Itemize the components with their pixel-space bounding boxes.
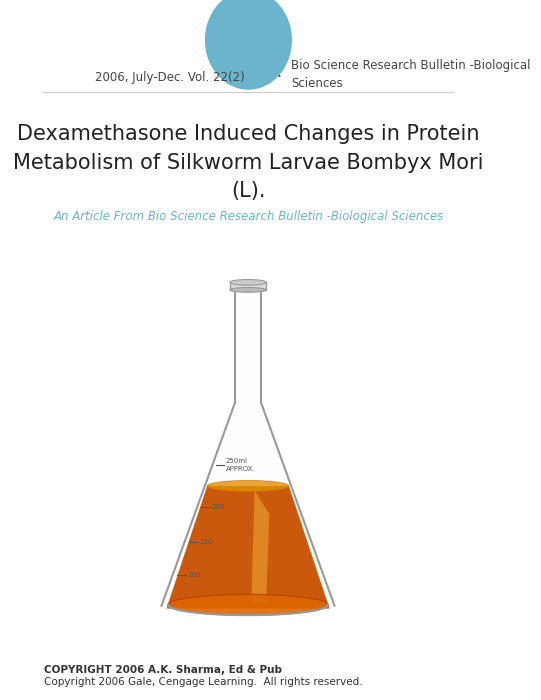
Polygon shape	[252, 491, 269, 603]
Polygon shape	[207, 290, 289, 486]
Ellipse shape	[230, 288, 266, 292]
Text: 150: 150	[199, 539, 212, 545]
Text: An Article From Bio Science Research Bulletin -Biological Sciences: An Article From Bio Science Research Bul…	[54, 210, 444, 223]
Text: ·: ·	[277, 70, 282, 85]
Text: Dexamethasone Induced Changes in Protein: Dexamethasone Induced Changes in Protein	[17, 125, 480, 144]
Bar	[230, 282, 266, 290]
Ellipse shape	[168, 594, 328, 615]
Circle shape	[206, 0, 291, 89]
Text: Copyright 2006 Gale, Cengage Learning.  All rights reserved.: Copyright 2006 Gale, Cengage Learning. A…	[44, 677, 362, 687]
Ellipse shape	[230, 279, 266, 285]
Text: Metabolism of Silkworm Larvae Bombyx Mori: Metabolism of Silkworm Larvae Bombyx Mor…	[13, 153, 484, 173]
Text: 100: 100	[187, 572, 201, 578]
Ellipse shape	[207, 480, 289, 491]
Text: 250ml
APPROX.: 250ml APPROX.	[226, 458, 256, 472]
Polygon shape	[167, 486, 329, 608]
Text: 2006, July-Dec. Vol. 22(2): 2006, July-Dec. Vol. 22(2)	[95, 71, 245, 84]
Text: (L).: (L).	[231, 181, 266, 201]
Text: COPYRIGHT 2006 A.K. Sharma, Ed & Pub: COPYRIGHT 2006 A.K. Sharma, Ed & Pub	[44, 665, 282, 675]
Text: Bio Science Research Bulletin -Biological
Sciences: Bio Science Research Bulletin -Biologica…	[291, 60, 530, 90]
Text: 200: 200	[212, 504, 225, 510]
